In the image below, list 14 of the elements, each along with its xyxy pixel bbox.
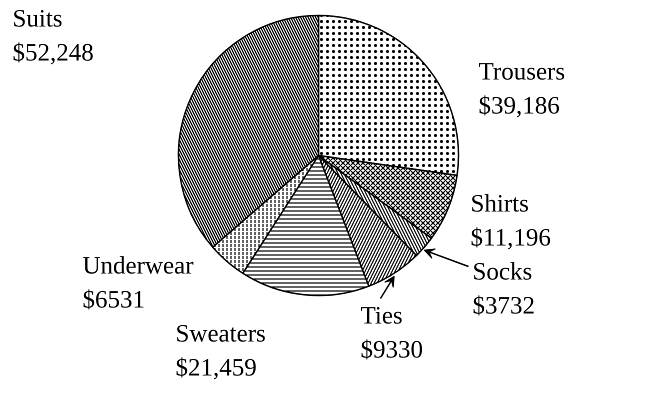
slice-label: Ties xyxy=(360,302,403,330)
slice-label: Underwear xyxy=(82,252,194,280)
data-label: $9330 xyxy=(360,336,423,364)
slice-label: Socks xyxy=(472,258,532,286)
slice-label: Trousers xyxy=(478,58,566,86)
data-label: $21,459 xyxy=(176,354,257,382)
data-label: $6531 xyxy=(82,286,145,314)
data-label: $11,196 xyxy=(470,224,551,252)
slice-label: Sweaters xyxy=(176,320,266,348)
data-label: $3732 xyxy=(472,292,535,320)
data-label: $39,186 xyxy=(478,92,560,120)
data-label: $52,248 xyxy=(12,39,94,66)
slice-label: Shirts xyxy=(470,190,529,218)
slice-label: Suits xyxy=(12,6,63,32)
